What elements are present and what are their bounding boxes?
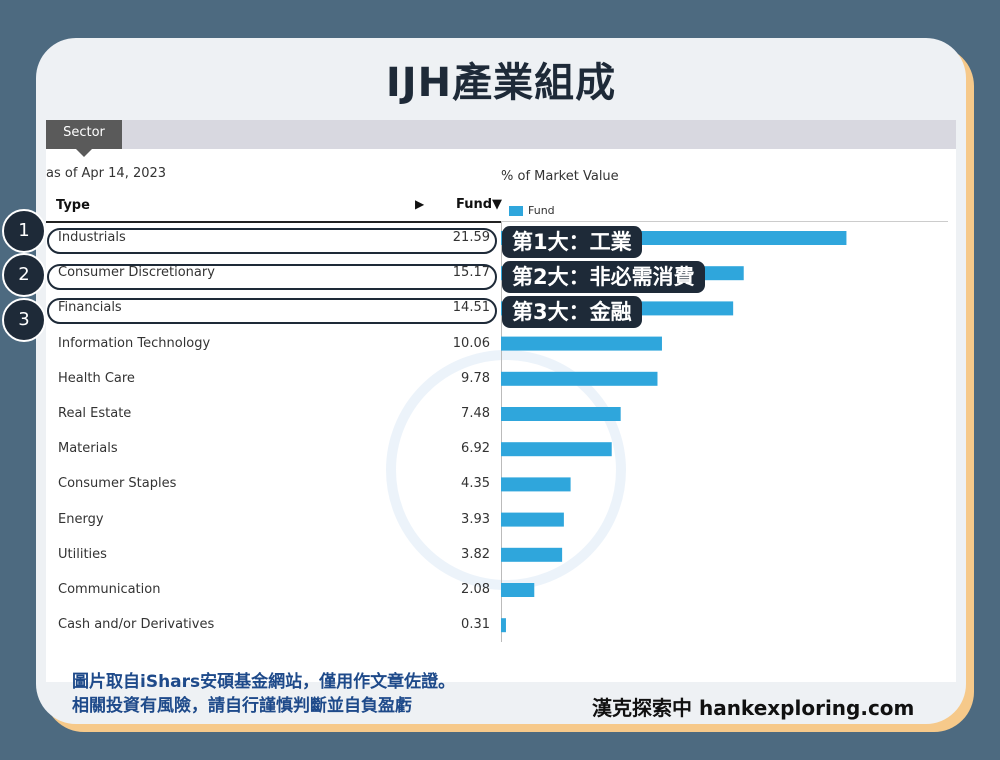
page-title: IJH產業組成 [385, 60, 617, 106]
row-label: Energy [58, 511, 104, 527]
chart-axis [501, 222, 502, 642]
legend-label: Fund [528, 204, 555, 217]
row-label: Health Care [58, 370, 135, 386]
tab-sector[interactable]: Sector [46, 120, 122, 149]
row-label: Utilities [58, 546, 107, 562]
row-value: 9.78 [461, 370, 490, 386]
highlight-box-1 [47, 228, 497, 254]
tab-bar: Sector [46, 120, 956, 149]
sort-arrow-icon[interactable]: ▶ [415, 197, 425, 211]
rank-badge-3: 3 [2, 298, 46, 342]
as-of-date: as of Apr 14, 2023 [46, 166, 167, 181]
row-value: 15.17 [452, 265, 490, 281]
row-value: 7.48 [461, 406, 490, 421]
row-value: 2.08 [461, 582, 490, 597]
callout-2: 第2大：非必需消費 [502, 261, 705, 293]
callout-3: 第3大：金融 [502, 296, 642, 328]
row-value: 3.82 [461, 546, 490, 562]
row-label: Communication [58, 582, 161, 597]
bar-cash-and-or-derivatives [501, 618, 506, 633]
sector-panel: Sector as of Apr 14, 2023 % of Market Va… [46, 120, 956, 682]
highlight-box-2 [47, 264, 497, 290]
row-label: Cash and/or Derivatives [58, 617, 215, 633]
tab-pointer [76, 149, 92, 157]
row-value: 21.59 [452, 230, 490, 245]
row-label: Industrials [58, 230, 126, 245]
card: IJH產業組成 Sector as of Apr 14, 2023 % of M… [36, 38, 966, 724]
row-value: 3.93 [461, 511, 490, 527]
row-value: 0.31 [461, 617, 490, 633]
bar-energy [501, 512, 564, 527]
bar-communication [501, 583, 535, 597]
disclaimer-line-2: 相關投資有風險，請自行謹慎判斷並自負盈虧 [72, 696, 412, 716]
row-label: Information Technology [58, 335, 211, 351]
row-label: Consumer Discretionary [58, 265, 215, 281]
row-value: 4.35 [461, 476, 490, 492]
row-value: 10.06 [452, 335, 490, 351]
bar-materials [501, 442, 612, 457]
row-label: Materials [58, 441, 118, 457]
rank-badge-2: 2 [2, 253, 46, 297]
highlight-box-3 [47, 298, 497, 324]
callout-1: 第1大：工業 [502, 226, 642, 258]
bar-utilities [501, 547, 563, 562]
bar-information-technology [501, 336, 662, 351]
bar-consumer-staples [501, 477, 571, 492]
row-label: Consumer Staples [58, 476, 177, 492]
bar-health-care [501, 371, 658, 386]
row-value: 14.51 [452, 300, 490, 316]
chart-header-divider [501, 221, 948, 222]
row-label: Real Estate [58, 406, 132, 421]
column-header-fund[interactable]: Fund▼ [456, 197, 503, 212]
rank-badge-1: 1 [2, 209, 46, 253]
disclaimer: 圖片取自iShars安碩基金網站，僅用作文章佐證。 相關投資有風險，請自行謹慎判… [72, 670, 455, 718]
chart-axis-label: % of Market Value [501, 169, 619, 184]
bar-real-estate [501, 407, 621, 421]
row-value: 6.92 [461, 441, 490, 457]
legend-swatch [509, 206, 523, 216]
column-header-type[interactable]: Type [56, 198, 90, 213]
row-label: Financials [58, 300, 122, 316]
brand-signature: 漢克探索中 hankexploring.com [592, 696, 915, 720]
header-divider [46, 221, 501, 223]
disclaimer-line-1: 圖片取自iShars安碩基金網站，僅用作文章佐證。 [72, 672, 456, 692]
